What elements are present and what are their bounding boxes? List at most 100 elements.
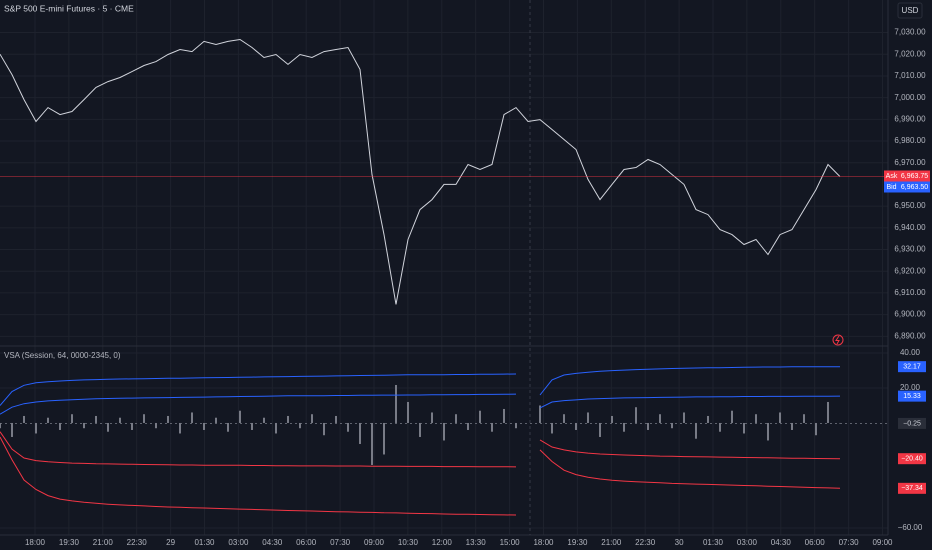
- band-tag: 32.17: [903, 364, 921, 371]
- histogram-bar: [623, 422, 625, 432]
- histogram-bar: [335, 415, 337, 423]
- histogram-bar: [791, 422, 793, 430]
- x-tick-label: 19:30: [59, 538, 80, 547]
- x-tick-label: 07:30: [330, 538, 351, 547]
- x-tick-label: 03:00: [228, 538, 249, 547]
- histogram-bar: [275, 422, 277, 434]
- histogram-bar: [827, 401, 829, 423]
- x-tick-label: 10:30: [398, 538, 419, 547]
- alert-icon[interactable]: [832, 334, 844, 346]
- y-tick-label: 6,990.00: [894, 114, 926, 123]
- quote-tag-name-bg: [884, 170, 899, 182]
- histogram-bar: [575, 422, 577, 430]
- histogram-bar: [119, 417, 121, 423]
- quote-tag-value-bg: [899, 181, 930, 193]
- histogram-bar: [179, 422, 181, 434]
- histogram-bar: [767, 422, 769, 441]
- histogram-bar: [467, 422, 469, 430]
- histogram-bar: [539, 405, 541, 423]
- grid: [0, 0, 888, 535]
- y-tick-label: 6,910.00: [894, 288, 926, 297]
- x-tick-label: 21:00: [601, 538, 622, 547]
- x-tick-label: 03:00: [737, 538, 758, 547]
- histogram-bar: [419, 422, 421, 437]
- x-tick-label: 22:30: [127, 538, 148, 547]
- histogram-bar: [47, 417, 49, 423]
- histogram-bar: [23, 415, 25, 423]
- histogram-bar: [35, 422, 37, 434]
- histogram-bar: [71, 414, 73, 423]
- y-tick-label: 6,890.00: [894, 331, 926, 340]
- y-tick-label: −60.00: [898, 523, 923, 532]
- histogram-bar: [803, 414, 805, 423]
- histogram-bar: [107, 422, 109, 432]
- histogram-bar: [239, 410, 241, 423]
- histogram-bar: [635, 407, 637, 423]
- x-tick-label: 06:00: [296, 538, 317, 547]
- y-tick-label: 6,900.00: [894, 310, 926, 319]
- histogram-bar: [299, 422, 301, 429]
- y-tick-label: 7,020.00: [894, 49, 926, 58]
- x-tick-label: 09:00: [364, 538, 385, 547]
- histogram-bar: [779, 412, 781, 423]
- histogram-bar: [95, 415, 97, 423]
- histogram-bar: [479, 410, 481, 423]
- histogram-bar: [491, 422, 493, 432]
- labels: 6,890.00 6,900.00 6,910.00 6,920.00 6,930.00…: [25, 28, 930, 547]
- histogram-bar: [131, 422, 133, 430]
- histogram-bar: [599, 422, 601, 437]
- x-tick-label: 21:00: [93, 538, 114, 547]
- band-tag-bg: [898, 453, 926, 465]
- histogram-bar: [563, 414, 565, 423]
- y-tick-label: 20.00: [900, 383, 921, 392]
- x-tick-label: 29: [166, 538, 175, 547]
- histogram-bar: [191, 412, 193, 423]
- last-value-tag: −0.25: [903, 420, 921, 427]
- histogram-bar: [359, 422, 361, 444]
- currency-button[interactable]: [897, 2, 923, 19]
- x-tick-label: 18:00: [25, 538, 46, 547]
- x-tick-label: 15:00: [500, 538, 521, 547]
- histogram-bar: [347, 422, 349, 432]
- price-line: [0, 38, 841, 305]
- histogram-bar: [407, 401, 409, 423]
- x-tick-label: 06:00: [805, 538, 826, 547]
- histogram-bar: [659, 414, 661, 423]
- histogram-bar: [83, 422, 85, 429]
- quote-tag-value: 6,963.50: [901, 184, 928, 191]
- histogram-bar: [287, 415, 289, 423]
- x-tick-label: 01:30: [194, 538, 215, 547]
- quote-tag-name: Bid: [886, 184, 896, 191]
- histogram-bar: [683, 412, 685, 423]
- x-tick-label: 09:00: [872, 538, 893, 547]
- histogram-bar: [227, 422, 229, 432]
- x-tick-label: 18:00: [533, 538, 554, 547]
- histogram-bar: [731, 410, 733, 423]
- band-line: [0, 393, 841, 415]
- x-tick-label: 30: [675, 538, 684, 547]
- histogram-bar: [515, 422, 517, 429]
- band-tag: 15.33: [903, 393, 921, 400]
- quote-tag-name-bg: [884, 181, 899, 193]
- histogram-bar: [167, 415, 169, 423]
- y-tick-label: 6,950.00: [894, 201, 926, 210]
- x-tick-label: 01:30: [703, 538, 724, 547]
- histogram-bar: [383, 422, 385, 455]
- indicator-title: VSA (Session, 64, 0000-2345, 0): [4, 351, 121, 360]
- histogram-bar: [815, 422, 817, 436]
- y-tick-label: 6,980.00: [894, 136, 926, 145]
- currency[interactable]: USD: [902, 6, 919, 15]
- y-tick-label: 6,930.00: [894, 245, 926, 254]
- quote-tag-value: 6,963.75: [901, 173, 928, 180]
- band-tag-bg: [898, 390, 926, 402]
- x-tick-label: 04:30: [771, 538, 792, 547]
- histogram-bar: [671, 422, 673, 429]
- histogram-bar: [323, 422, 325, 436]
- y-tick-label: 7,030.00: [894, 28, 926, 37]
- histogram-bar: [587, 412, 589, 423]
- histogram-bar: [707, 415, 709, 423]
- marks: [0, 38, 888, 516]
- histogram-bar: [215, 417, 217, 423]
